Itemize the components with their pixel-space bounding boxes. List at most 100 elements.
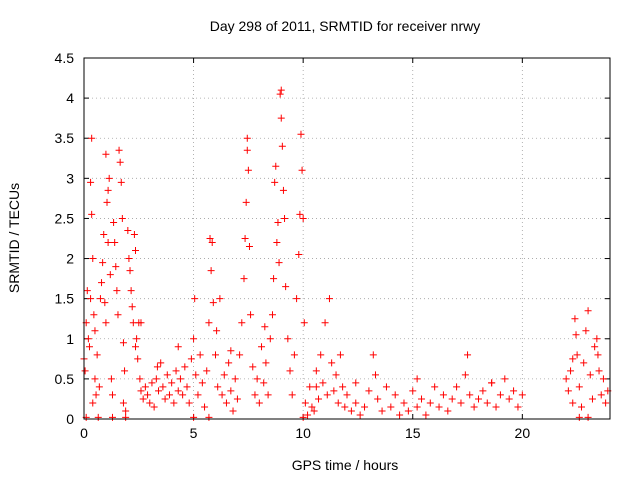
data-point [597, 391, 605, 399]
data-point [103, 198, 111, 206]
data-point [435, 403, 443, 411]
y-tick-label: 3 [66, 170, 74, 186]
data-point [584, 307, 592, 315]
data-point [203, 367, 211, 375]
data-point [457, 399, 465, 407]
data-point [87, 295, 95, 303]
data-point [208, 239, 216, 247]
data-point [95, 383, 103, 391]
data-point [281, 214, 289, 222]
data-point [243, 134, 251, 142]
data-point [104, 239, 112, 247]
data-point [277, 86, 285, 94]
data-point [102, 150, 110, 158]
data-point [413, 403, 421, 411]
data-point [404, 407, 412, 415]
data-point [105, 174, 113, 182]
data-point [227, 387, 235, 395]
data-point [240, 275, 248, 283]
data-point [245, 243, 253, 251]
data-point [183, 383, 191, 391]
data-point [319, 379, 327, 387]
data-point [118, 214, 126, 222]
data-point [339, 383, 347, 391]
data-point [409, 387, 417, 395]
data-point [422, 411, 430, 419]
data-point [273, 239, 281, 247]
x-tick-label: 10 [295, 425, 311, 441]
data-point [492, 403, 500, 411]
data-point [286, 367, 294, 375]
data-point [174, 343, 182, 351]
data-point [124, 226, 132, 234]
data-point [170, 399, 178, 407]
data-point [134, 355, 142, 363]
data-point [323, 391, 331, 399]
data-point [174, 387, 182, 395]
data-point [255, 399, 263, 407]
data-point [101, 299, 109, 307]
data-point [444, 407, 452, 415]
data-point [588, 395, 596, 403]
x-axis-label: GPS time / hours [292, 457, 399, 473]
data-point [194, 391, 202, 399]
data-point [365, 387, 373, 395]
data-point [213, 327, 221, 335]
y-tick-label: 2 [66, 251, 74, 267]
data-point [282, 283, 290, 291]
data-point [475, 395, 482, 403]
data-point [201, 403, 209, 411]
data-point [108, 413, 116, 421]
data-point [341, 403, 349, 411]
data-point [599, 375, 607, 383]
data-point [104, 186, 112, 194]
data-point [115, 146, 123, 154]
y-tick-label: 3.5 [55, 130, 75, 146]
data-point [293, 295, 301, 303]
data-point [264, 391, 272, 399]
data-point [227, 347, 235, 355]
data-point [330, 387, 338, 395]
data-point [81, 367, 89, 375]
data-point [121, 367, 129, 375]
data-point [312, 367, 320, 375]
data-point [185, 399, 193, 407]
data-point [391, 391, 399, 399]
data-point [146, 399, 154, 407]
y-tick-label: 4 [66, 90, 74, 106]
data-point [296, 210, 304, 218]
data-point [356, 411, 364, 419]
data-point [127, 287, 135, 295]
data-point [573, 351, 581, 359]
data-point [190, 413, 198, 421]
data-point [94, 413, 102, 421]
data-point [431, 383, 439, 391]
data-point [100, 230, 108, 238]
data-point [249, 363, 257, 371]
data-point [580, 359, 588, 367]
data-point [159, 383, 167, 391]
data-point [369, 351, 377, 359]
data-point [152, 375, 160, 383]
data-point [298, 166, 306, 174]
data-point [470, 403, 478, 411]
data-point [107, 375, 115, 383]
data-point [304, 411, 312, 419]
data-point [112, 263, 120, 271]
data-point [205, 319, 213, 327]
data-point [593, 335, 601, 343]
data-point [176, 375, 184, 383]
data-point [122, 407, 130, 415]
data-point [418, 395, 426, 403]
x-tick-label: 15 [405, 425, 421, 441]
data-point [279, 186, 287, 194]
data-point [87, 178, 95, 186]
data-point [584, 413, 592, 421]
data-point [578, 403, 586, 411]
data-point [261, 323, 269, 331]
data-point [387, 403, 395, 411]
data-point [91, 327, 99, 335]
data-point [268, 311, 276, 319]
data-point [150, 403, 158, 411]
